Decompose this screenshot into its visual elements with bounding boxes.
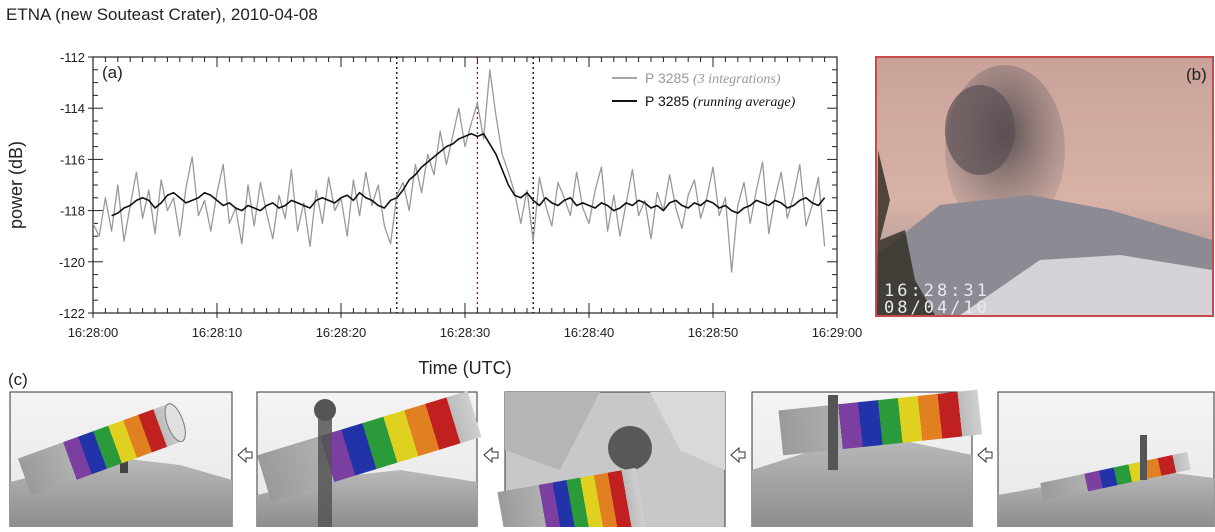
panel-label: (b)	[1186, 65, 1207, 84]
plot-area: 16:28:00 16:28:10 16:28:20 16:28:30 16:28:40…	[59, 50, 862, 340]
render-frame	[256, 391, 482, 532]
x-tick-label: 16:28:50	[688, 325, 739, 340]
tree	[877, 150, 935, 315]
x-tick-label: 16:29:00	[812, 325, 863, 340]
photo-panel: (b) 16:28:31 08/04/10	[875, 56, 1214, 318]
panel-label: (c)	[8, 370, 28, 389]
data-line	[111, 133, 826, 217]
photo-time: 16:28:31	[884, 281, 990, 301]
render-frame	[497, 391, 726, 532]
x-tick-label: 16:28:40	[564, 325, 615, 340]
y-tick-label: -116	[60, 152, 85, 167]
x-tick-label: 16:28:20	[316, 325, 367, 340]
x-axis-label: Time (UTC)	[418, 358, 511, 378]
panel-label: (a)	[102, 63, 123, 82]
data-line	[92, 69, 826, 273]
render-sequence	[9, 389, 1215, 532]
legend-label: P 3285 (3 integrations)	[645, 70, 781, 87]
plume	[945, 85, 1015, 175]
render-frame	[9, 391, 233, 532]
figure-title: ETNA (new Souteast Crater), 2010-04-08	[6, 5, 318, 24]
x-tick-label: 16:28:10	[192, 325, 243, 340]
y-tick-label: -120	[59, 255, 85, 270]
snow	[960, 255, 1212, 315]
legend-label: P 3285 (running average)	[645, 93, 796, 110]
x-tick-label: 16:28:00	[68, 325, 119, 340]
render-frame	[751, 389, 983, 532]
y-tick-label: -118	[60, 204, 85, 219]
y-tick-label: -122	[59, 306, 85, 321]
y-axis-label: power (dB)	[6, 141, 26, 229]
photo-date: 08/04/10	[884, 298, 990, 318]
y-tick-label: -114	[60, 101, 85, 116]
x-tick-label: 16:28:30	[440, 325, 491, 340]
y-tick-label: -112	[60, 50, 85, 65]
render-frame	[997, 391, 1215, 532]
